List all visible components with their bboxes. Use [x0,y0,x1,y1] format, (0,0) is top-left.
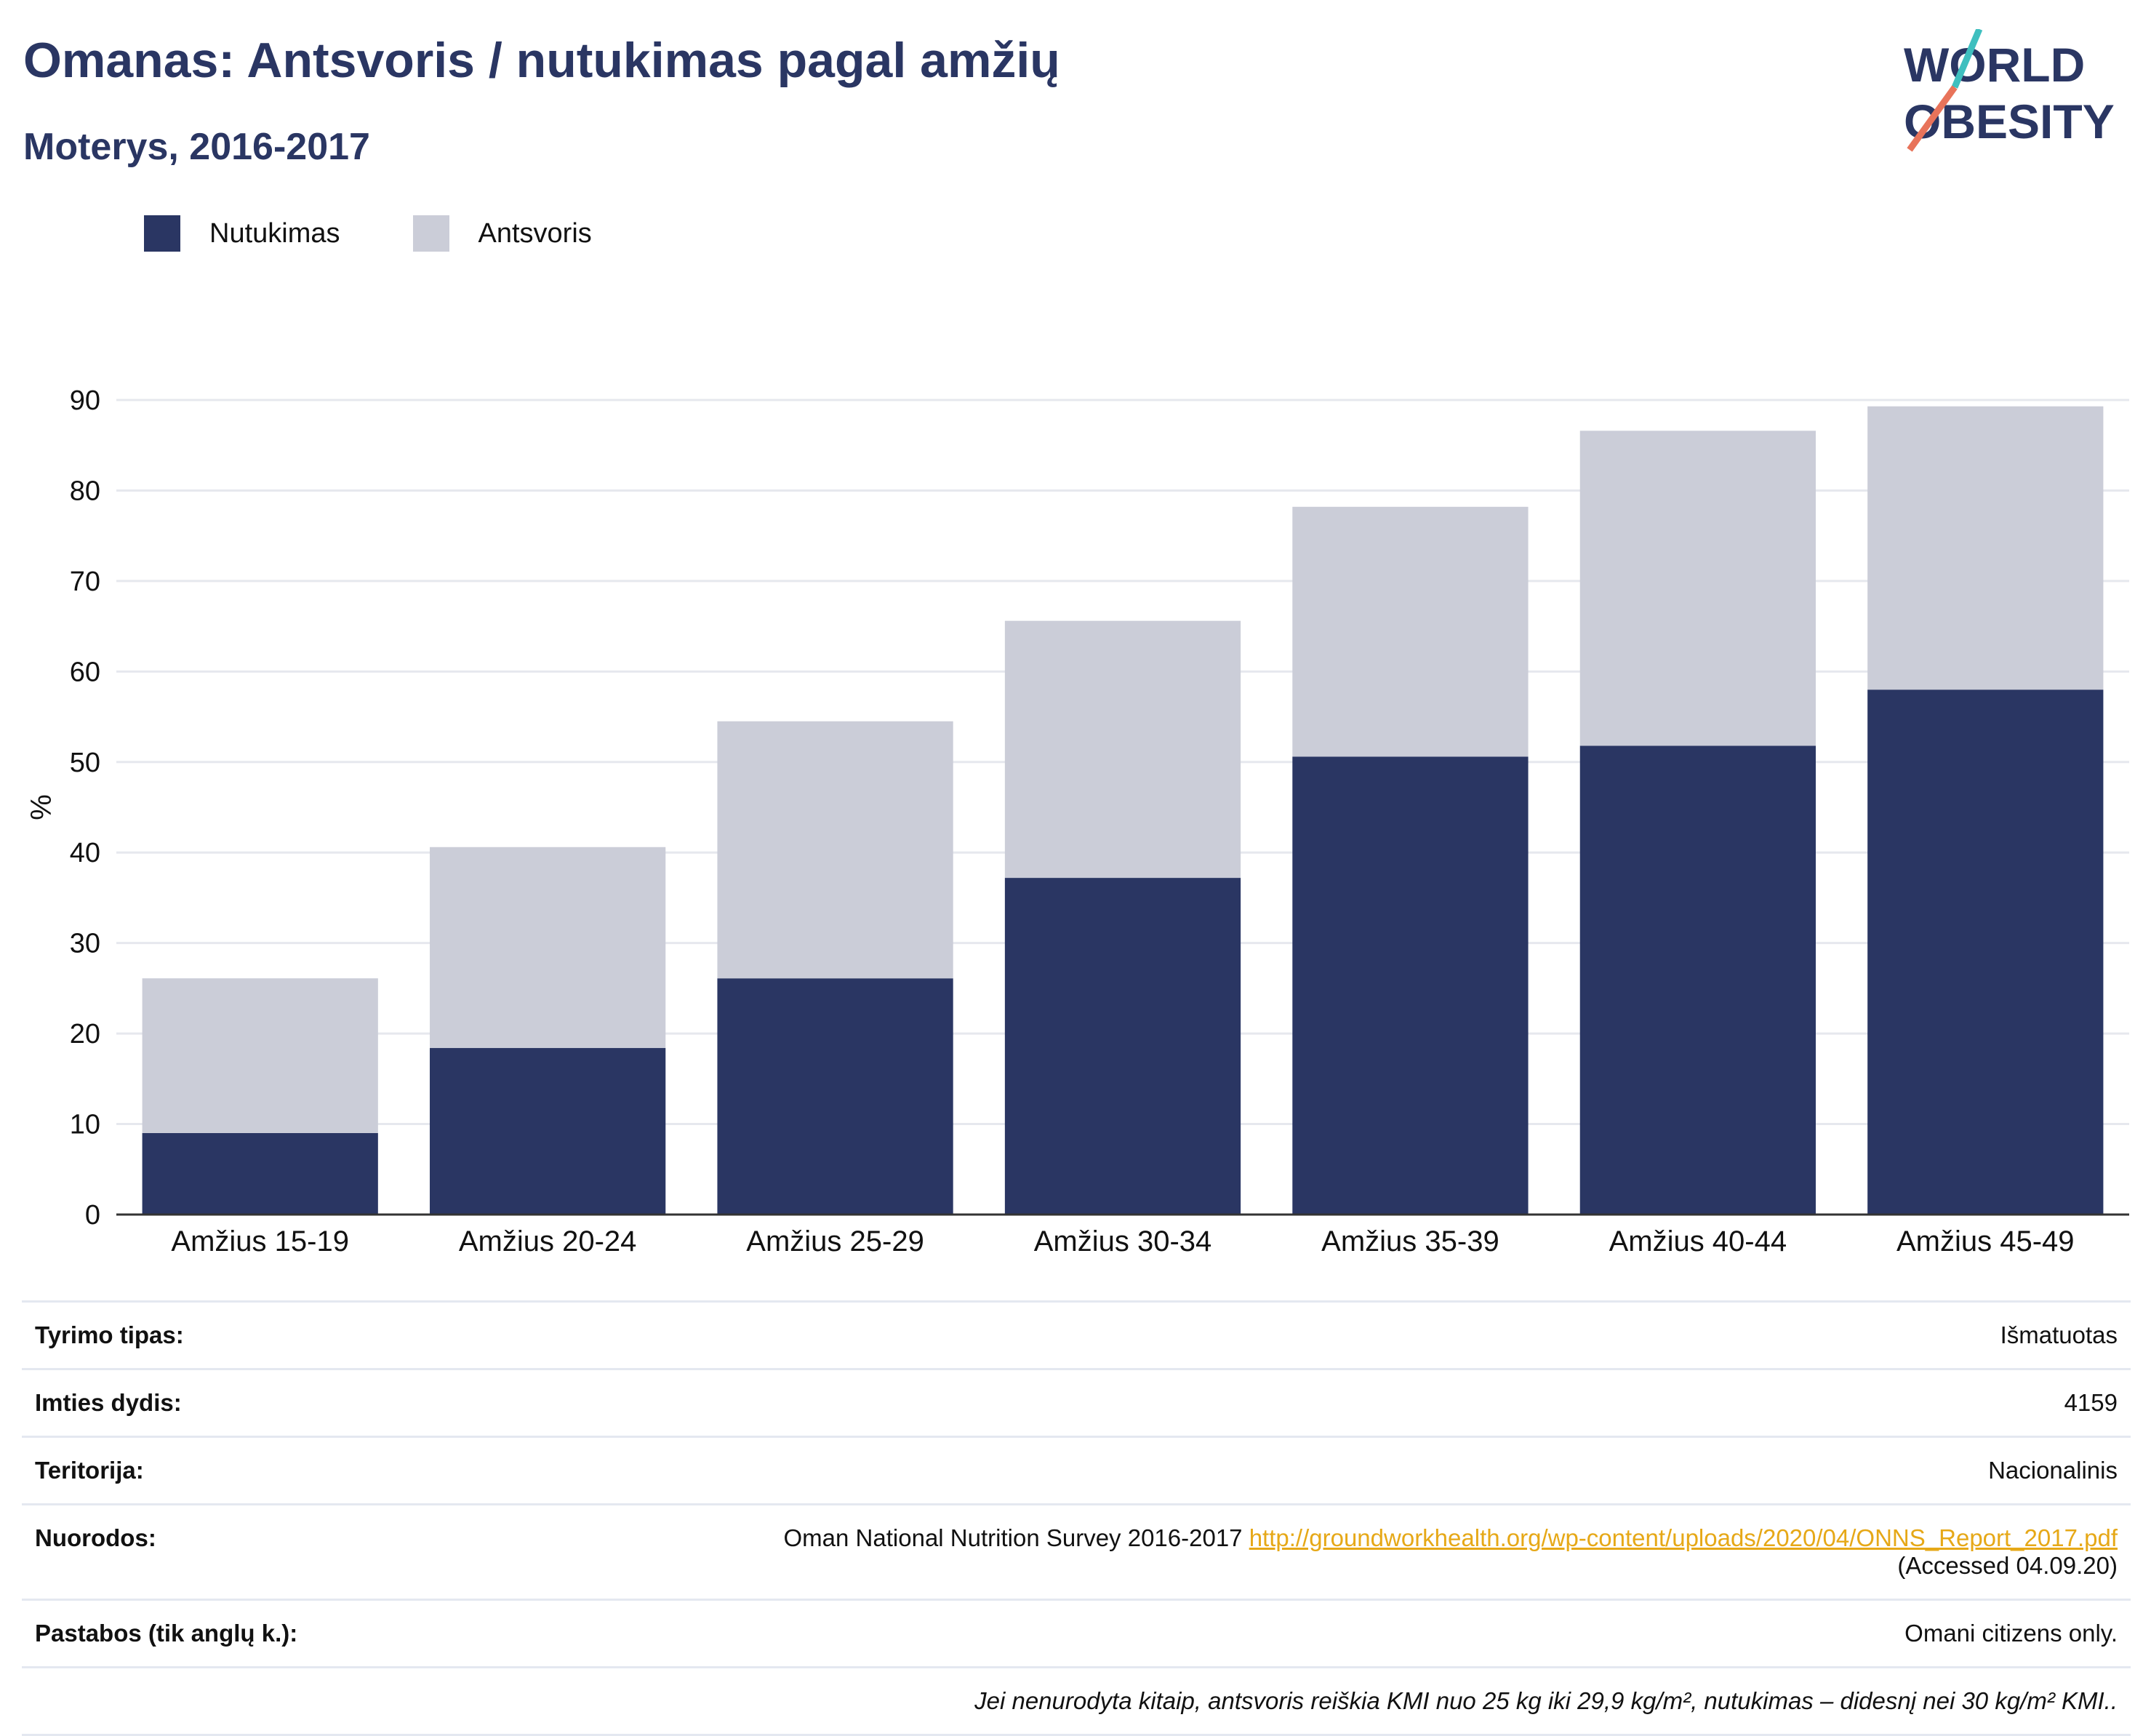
y-axis-label: % [25,794,57,820]
bar-obesity [1292,756,1529,1215]
y-tick-label: 20 [70,1019,100,1049]
info-row-survey-type: Tyrimo tipas: Išmatuotas [22,1300,2131,1368]
x-tick-label: Amžius 20-24 [459,1225,637,1257]
bar-obesity [430,1048,666,1215]
x-tick-label: Amžius 25-29 [746,1225,924,1257]
legend-swatch-obesity [144,215,180,252]
chart-legend: Nutukimas Antsvoris [144,215,665,252]
legend-item-obesity: Nutukimas [144,215,340,252]
info-value: 4159 [2064,1389,2118,1416]
bar-obesity [1004,878,1241,1215]
page-title: Omanas: Antsvoris / nutukimas pagal amži… [23,33,1060,88]
y-tick-label: 0 [85,1200,100,1231]
y-tick-label: 70 [70,567,100,597]
info-row-territory: Teritorija: Nacionalinis [22,1436,2131,1503]
info-label: Pastabos (tik anglų k.): [35,1620,298,1647]
survey-info-table: Tyrimo tipas: Išmatuotas Imties dydis: 4… [22,1300,2131,1736]
legend-swatch-overweight [412,215,449,252]
y-tick-label: 10 [70,1110,100,1140]
svg-text:WORLD: WORLD [1904,38,2085,92]
y-tick-label: 50 [70,748,100,778]
info-label: Nuorodos: [35,1524,156,1551]
info-row-notes: Pastabos (tik anglų k.): Omani citizens … [22,1599,2131,1666]
info-label: Tyrimo tipas: [35,1321,184,1348]
svg-text:OBESITY: OBESITY [1904,95,2115,148]
bar-obesity [1579,745,1816,1215]
legend-label-overweight: Antsvoris [478,217,592,249]
bar-obesity [717,978,953,1215]
bar-overweight [1292,506,1529,757]
info-row-footnote: Jei nenurodyta kitaip, antsvoris reiškia… [22,1666,2131,1736]
bar-obesity [142,1133,378,1215]
footnote: Jei nenurodyta kitaip, antsvoris reiškia… [974,1687,2118,1714]
bar-overweight [1579,431,1816,746]
info-label: Imties dydis: [35,1389,182,1416]
x-tick-label: Amžius 40-44 [1609,1225,1787,1257]
x-tick-label: Amžius 30-34 [1034,1225,1212,1257]
reference-link[interactable]: http://groundworkhealth.org/wp-content/u… [1249,1524,2118,1551]
bar-obesity [1867,689,2104,1215]
x-tick-label: Amžius 15-19 [171,1225,349,1257]
bar-overweight [142,978,378,1133]
y-tick-label: 80 [70,476,100,506]
reference-text: Oman National Nutrition Survey 2016-2017 [783,1524,1249,1551]
info-row-sample-size: Imties dydis: 4159 [22,1368,2131,1436]
info-value: Omani citizens only. [1904,1620,2118,1647]
legend-label-obesity: Nutukimas [209,217,340,249]
bar-overweight [430,847,666,1049]
bar-overweight [717,721,953,979]
y-tick-label: 90 [70,385,100,416]
y-tick-label: 60 [70,657,100,687]
x-tick-label: Amžius 35-39 [1321,1225,1499,1257]
info-value: Išmatuotas [2000,1321,2118,1348]
references-value: Oman National Nutrition Survey 2016-2017… [784,1524,2118,1580]
y-tick-label: 40 [70,838,100,868]
legend-item-overweight: Antsvoris [412,215,592,252]
bar-overweight [1867,406,2104,690]
bar-chart: 0 10 20 30 40 50 60 70 80 90% Amžius 15-19 Amžius 2… [25,385,2129,1257]
x-tick-label: Amžius 45-49 [1896,1225,2075,1257]
y-tick-label: 30 [70,929,100,959]
info-label: Teritorija: [35,1457,144,1484]
bar-overweight [1004,620,1241,879]
info-row-references: Nuorodos: Oman National Nutrition Survey… [22,1503,2131,1599]
reference-accessed: (Accessed 04.09.20) [1897,1552,2118,1579]
world-obesity-logo: WORLD OBESITY [1904,29,2115,152]
page-subtitle: Moterys, 2016-2017 [23,126,370,168]
info-value: Nacionalinis [1988,1457,2118,1484]
